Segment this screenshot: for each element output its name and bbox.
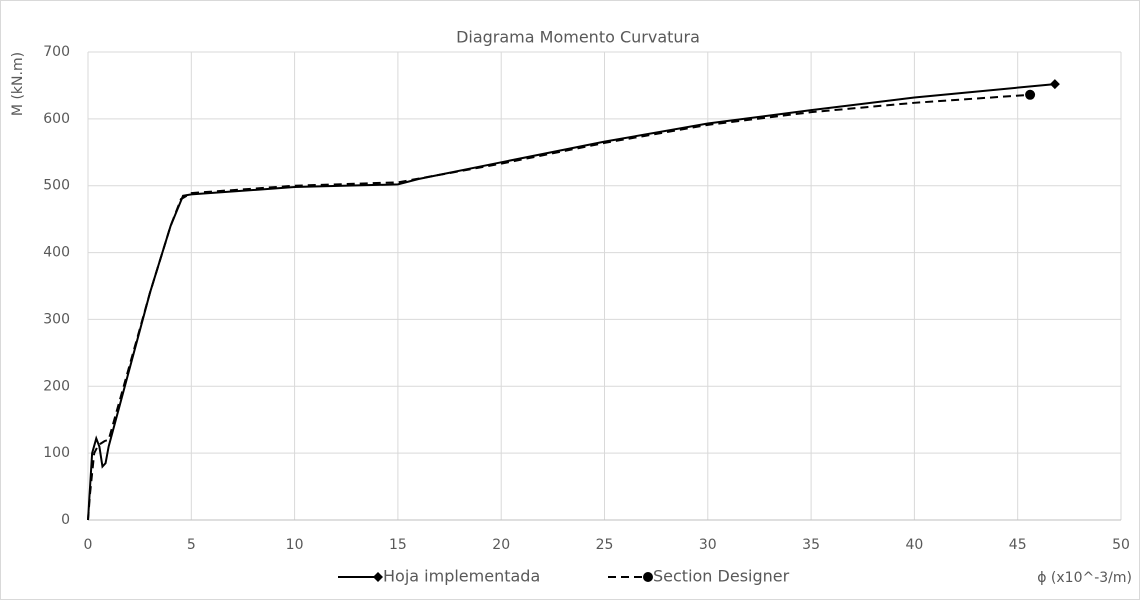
x-tick-label: 0: [84, 537, 93, 553]
x-tick-label: 40: [905, 537, 923, 553]
y-tick-label: 600: [43, 111, 70, 127]
y-tick-label: 200: [43, 378, 70, 394]
y-tick-label: 700: [43, 44, 70, 60]
x-axis-label: ϕ (x10^-3/m): [1037, 570, 1132, 586]
series-line: [87, 83, 1055, 521]
marker: [1025, 89, 1036, 100]
y-tick-label: 500: [43, 178, 70, 194]
x-tick-label: 5: [187, 537, 196, 553]
y-tick-label: 400: [43, 245, 70, 261]
y-axis-label: M (kN.m): [10, 52, 26, 116]
series-line: [87, 93, 1031, 521]
x-tick-label: 50: [1112, 537, 1130, 553]
x-tick-label: 25: [596, 537, 614, 553]
x-tick-label: 35: [802, 537, 820, 553]
legend-label: Section Designer: [653, 567, 790, 586]
marker: [1049, 79, 1060, 90]
y-tick-label: 100: [43, 445, 70, 461]
y-tick-label: 300: [43, 311, 70, 327]
legend-marker: [643, 572, 653, 582]
y-tick-label: 0: [61, 512, 70, 528]
x-tick-label: 30: [699, 537, 717, 553]
chart-title: Diagrama Momento Curvatura: [456, 28, 700, 47]
x-tick-label: 45: [1009, 537, 1027, 553]
x-tick-label: 10: [286, 537, 304, 553]
legend-marker: [373, 572, 383, 582]
legend-label: Hoja implementada: [383, 567, 540, 586]
x-tick-label: 20: [492, 537, 510, 553]
x-tick-label: 15: [389, 537, 407, 553]
